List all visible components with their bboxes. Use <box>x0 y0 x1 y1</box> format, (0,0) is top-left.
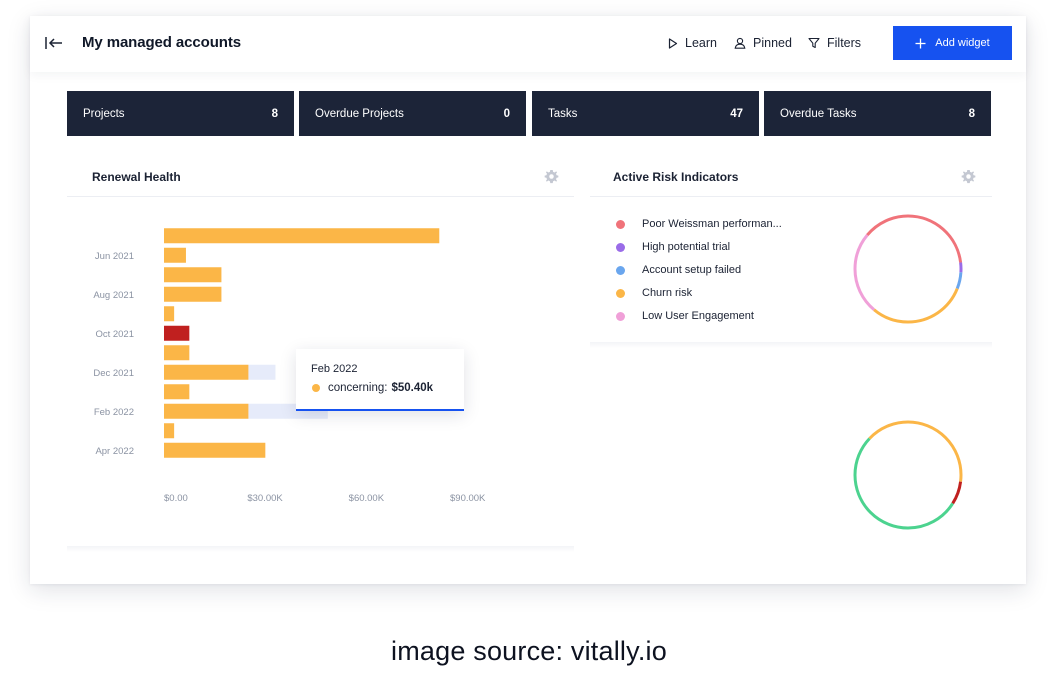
y-tick-label: Feb 2022 <box>94 407 134 418</box>
filters-button[interactable]: Filters <box>808 34 861 52</box>
legend-dot <box>616 288 625 298</box>
bar-dec-2021[interactable] <box>164 364 249 380</box>
legend-item[interactable]: Low User Engagement <box>616 310 754 322</box>
bar-mar-2022[interactable] <box>164 423 175 439</box>
panel-bottom-shadow <box>590 342 992 348</box>
secondary-donut-segment-3[interactable] <box>853 420 963 530</box>
tooltip-series-dot <box>312 384 320 392</box>
renewal-health-chart: Jun 2021 Aug 2021 Oct 2021 Dec 2021 Feb 2022… <box>93 228 486 504</box>
y-tick-label: Apr 2022 <box>95 446 134 457</box>
panel-divider <box>67 196 574 197</box>
stat-label: Overdue Tasks <box>780 107 857 120</box>
filters-label: Filters <box>827 36 862 50</box>
bar-jan-2022[interactable] <box>164 384 190 400</box>
legend-item[interactable]: Churn risk <box>616 287 692 299</box>
collapse-sidebar-button[interactable] <box>44 34 64 52</box>
panel-divider <box>590 196 992 197</box>
secondary-donut-segment-2[interactable] <box>853 420 963 530</box>
bar-jun-2021[interactable] <box>164 247 186 263</box>
stat-value: 8 <box>968 107 975 120</box>
tooltip-title: Feb 2022 <box>311 363 358 375</box>
risk-donut-segment-5[interactable] <box>853 214 963 324</box>
page-title: My managed accounts <box>82 34 241 51</box>
tooltip-value: $50.40k <box>391 382 434 394</box>
legend-item[interactable]: High potential trial <box>616 241 730 253</box>
y-tick-label: Jun 2021 <box>95 251 134 262</box>
bar-jul-2021[interactable] <box>164 267 222 283</box>
learn-button[interactable]: Learn <box>668 34 717 52</box>
bar-aug-2021[interactable] <box>164 286 222 302</box>
user-icon <box>734 37 746 49</box>
stat-label: Projects <box>83 107 125 120</box>
chart-tooltip: Feb 2022 concerning: $50.40k <box>296 349 464 411</box>
dashboard-card: My managed accounts Learn Pinned Filters <box>30 16 1026 584</box>
bar-may-2021[interactable] <box>164 228 440 244</box>
y-tick-label: Oct 2021 <box>95 329 134 340</box>
bar-dec-2021[interactable] <box>248 364 276 380</box>
add-widget-button[interactable]: Add widget <box>893 26 1012 60</box>
image-source-caption: image source: vitally.io <box>391 636 667 666</box>
add-widget-label: Add widget <box>935 37 990 49</box>
panel-bottom-shadow <box>67 546 574 552</box>
pinned-label: Pinned <box>753 36 792 50</box>
stat-value: 0 <box>503 107 510 120</box>
gear-icon[interactable] <box>961 169 976 184</box>
risk-donut-segment-4[interactable] <box>853 214 963 324</box>
stat-value: 8 <box>271 107 278 120</box>
tooltip-row: concerning: $50.40k <box>312 382 433 394</box>
stat-label: Overdue Projects <box>315 107 404 120</box>
stat-value: 47 <box>730 107 743 120</box>
bar-sep-2021[interactable] <box>164 306 175 322</box>
y-tick-label: Aug 2021 <box>93 290 134 301</box>
legend-dot <box>616 219 625 229</box>
bar-nov-2021[interactable] <box>164 345 190 361</box>
x-tick-label: $0.00 <box>164 493 188 504</box>
bar-feb-2022[interactable] <box>164 403 249 419</box>
bar-oct-2021[interactable] <box>164 325 190 341</box>
risk-donut-segment-3[interactable] <box>853 214 963 324</box>
stat-overdue-projects[interactable]: Overdue Projects 0 <box>299 91 526 136</box>
play-icon <box>668 37 678 49</box>
active-risk-title: Active Risk Indicators <box>613 170 739 184</box>
bar-apr-2022[interactable] <box>164 442 266 458</box>
x-tick-label: $30.00K <box>247 493 283 504</box>
legend-dot <box>616 311 625 321</box>
gear-icon[interactable] <box>544 169 559 184</box>
legend-item[interactable]: Poor Weissman performan... <box>616 218 782 230</box>
risk-donut-segment-1[interactable] <box>853 214 963 324</box>
stat-projects[interactable]: Projects 8 <box>67 91 294 136</box>
y-tick-label: Dec 2021 <box>93 368 134 379</box>
collapse-left-icon <box>45 37 62 49</box>
legend-label: Account setup failed <box>642 264 742 276</box>
legend-label: Poor Weissman performan... <box>642 218 782 230</box>
plus-icon <box>915 38 926 48</box>
legend-dot <box>616 242 625 252</box>
pinned-button[interactable]: Pinned <box>734 34 792 52</box>
stat-label: Tasks <box>548 107 578 120</box>
secondary-donut-chart <box>853 420 963 530</box>
stat-tasks[interactable]: Tasks 47 <box>532 91 759 136</box>
learn-label: Learn <box>685 36 717 50</box>
legend-dot <box>616 265 625 275</box>
risk-donut-chart <box>853 214 963 324</box>
x-tick-label: $90.00K <box>450 493 486 504</box>
x-tick-label: $60.00K <box>349 493 385 504</box>
tooltip-series-label: concerning: <box>328 382 388 394</box>
legend-label: Low User Engagement <box>642 310 754 322</box>
top-bar: My managed accounts Learn Pinned Filters <box>30 16 1026 72</box>
legend-label: Churn risk <box>642 287 693 299</box>
legend-item[interactable]: Account setup failed <box>616 264 741 276</box>
filter-icon <box>808 37 820 49</box>
stat-overdue-tasks[interactable]: Overdue Tasks 8 <box>764 91 991 136</box>
renewal-health-title: Renewal Health <box>92 170 181 184</box>
legend-label: High potential trial <box>642 241 731 253</box>
